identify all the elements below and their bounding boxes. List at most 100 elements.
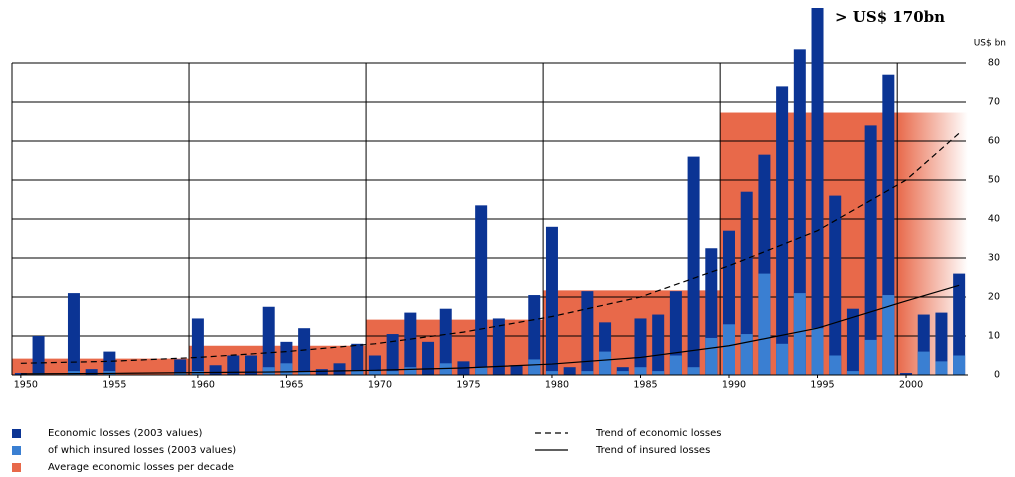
economic-bar xyxy=(776,86,789,376)
economic-bar xyxy=(935,312,948,375)
y-tick-label: 40 xyxy=(988,214,1000,225)
economic-bar xyxy=(209,365,222,375)
x-tick-label: 1965 xyxy=(279,380,303,391)
economic-bar xyxy=(528,295,541,375)
economic-bar xyxy=(563,367,576,375)
y-tick-label: 80 xyxy=(988,58,1000,69)
y-tick-label: 70 xyxy=(988,97,1000,108)
y-tick-label: 0 xyxy=(994,370,1000,381)
insured-bar xyxy=(829,355,842,375)
economic-bar xyxy=(262,306,275,375)
insured-bar xyxy=(758,273,771,375)
economic-bar xyxy=(492,318,505,375)
economic-bar xyxy=(14,373,27,375)
insured-bar xyxy=(368,371,381,375)
economic-bar xyxy=(333,363,346,375)
legend-label: Trend of insured losses xyxy=(595,445,710,456)
insured-bar xyxy=(351,371,364,375)
insured-bar xyxy=(599,351,612,375)
insured-bar xyxy=(404,367,417,375)
annotation: > US$ 170bn xyxy=(835,8,945,26)
legend-label: Average economic losses per decade xyxy=(48,462,234,473)
economic-bar xyxy=(475,205,488,375)
x-tick-label: 1985 xyxy=(633,380,657,391)
y-tick-label: 10 xyxy=(988,331,1000,342)
y-axis-label: US$ bn xyxy=(974,39,1006,49)
economic-bar xyxy=(634,318,647,375)
insured-bar xyxy=(581,371,594,375)
economic-bar xyxy=(245,355,257,375)
y-tick-label: 60 xyxy=(988,136,1000,147)
insured-bar xyxy=(705,337,718,375)
economic-bar xyxy=(422,341,435,375)
economic-bar xyxy=(404,312,417,375)
insured-bar xyxy=(935,361,948,375)
economic-bar xyxy=(85,369,98,375)
insured-bar xyxy=(687,367,700,375)
y-tick-label: 20 xyxy=(988,292,1000,303)
legend-swatch xyxy=(12,463,21,472)
legend-label: of which insured losses (2003 values) xyxy=(48,445,236,456)
economic-bar xyxy=(298,328,311,375)
insured-bar xyxy=(298,371,311,375)
insured-bar xyxy=(669,355,682,375)
x-tick-label: 1950 xyxy=(14,380,38,391)
insured-bar xyxy=(475,367,488,375)
legend-label: Trend of economic losses xyxy=(595,428,721,439)
insured-bar xyxy=(616,371,629,375)
economic-bar xyxy=(174,359,187,375)
economic-bar xyxy=(669,291,682,375)
economic-bar xyxy=(32,336,45,375)
insured-bar xyxy=(882,295,895,375)
x-tick-label: 1975 xyxy=(456,380,480,391)
insured-bar xyxy=(811,328,824,375)
trend-line xyxy=(20,132,960,364)
economic-bar xyxy=(439,308,452,375)
economic-bar xyxy=(386,334,399,375)
insured-bar xyxy=(174,373,187,375)
insured-bar xyxy=(864,339,877,375)
economic-bar xyxy=(900,373,913,375)
economic-bar xyxy=(191,318,204,375)
economic-bar xyxy=(103,351,116,375)
insured-bar xyxy=(917,351,930,375)
economic-bar xyxy=(315,369,328,375)
economic-bar xyxy=(740,191,753,375)
x-tick-label: 1990 xyxy=(722,380,746,391)
economic-bar xyxy=(864,125,877,376)
y-tick-label: 30 xyxy=(988,253,1000,264)
economic-bar xyxy=(687,156,700,375)
economic-bar xyxy=(846,308,859,375)
x-tick-label: 1960 xyxy=(191,380,215,391)
economic-bar xyxy=(227,355,240,375)
insured-bar xyxy=(740,334,753,375)
x-tick-label: 2000 xyxy=(899,380,923,391)
legend-swatch xyxy=(12,446,21,455)
x-tick-label: 1955 xyxy=(102,380,126,391)
economic-bar xyxy=(67,293,80,375)
insured-bar xyxy=(528,359,541,375)
insured-bar xyxy=(776,343,789,375)
economic-bar xyxy=(351,343,364,375)
economic-bar xyxy=(545,226,558,375)
insured-bar xyxy=(262,367,275,375)
trend-line xyxy=(20,284,960,375)
x-tick-label: 1980 xyxy=(545,380,569,391)
insured-bar xyxy=(723,324,735,375)
economic-bar xyxy=(829,195,842,375)
insured-bar xyxy=(280,363,293,375)
legend-swatch xyxy=(12,429,21,438)
insured-bar xyxy=(634,367,647,375)
insured-bar xyxy=(386,371,399,375)
legend-label: Economic losses (2003 values) xyxy=(48,428,202,439)
insured-bar xyxy=(953,355,966,375)
x-tick-label: 1970 xyxy=(368,380,392,391)
insured-bar xyxy=(439,363,452,375)
insured-bar xyxy=(846,371,859,375)
economic-bar xyxy=(811,8,824,375)
insured-bar xyxy=(793,293,806,375)
insured-bar xyxy=(545,371,558,375)
x-tick-label: 1995 xyxy=(810,380,834,391)
economic-bar xyxy=(652,314,665,375)
